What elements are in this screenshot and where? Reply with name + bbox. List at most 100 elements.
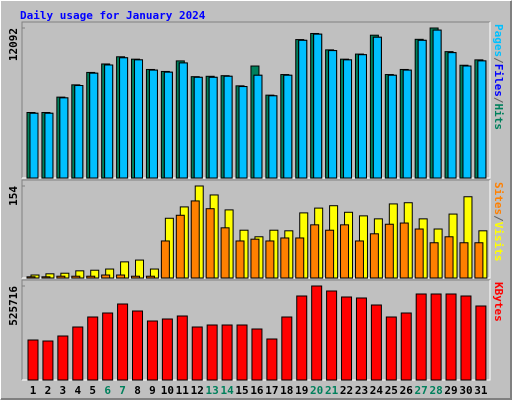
bar	[160, 240, 170, 279]
bar	[87, 316, 99, 381]
legend: Sites/Visits	[492, 182, 505, 262]
bar	[328, 50, 338, 179]
bar	[372, 36, 382, 179]
bar	[71, 275, 81, 279]
bar	[311, 285, 323, 381]
bar	[175, 214, 185, 279]
bar	[280, 237, 290, 279]
bar	[161, 318, 173, 381]
x-tick-label: 25	[385, 384, 398, 397]
legend-entry: KBytes	[492, 282, 505, 322]
bar	[462, 65, 472, 179]
bar	[59, 97, 69, 179]
bar	[460, 295, 472, 381]
panel-edge	[21, 21, 490, 178]
legend: KBytes	[492, 282, 505, 322]
bar	[296, 295, 308, 381]
chart-title: Daily usage for January 2024	[20, 9, 206, 22]
legend-entry: Sites	[492, 182, 505, 215]
bar	[116, 274, 126, 279]
legend-entry: Hits	[492, 104, 505, 131]
bar	[340, 224, 350, 279]
bar	[131, 275, 141, 279]
bar	[432, 29, 442, 179]
bar	[265, 240, 275, 279]
x-tick-label: 17	[265, 384, 278, 397]
x-tick-label: 28	[429, 384, 442, 397]
bar	[56, 275, 66, 279]
x-tick-label: 7	[119, 384, 126, 397]
x-tick-label: 3	[60, 384, 67, 397]
bar	[208, 76, 218, 179]
bar	[369, 233, 379, 279]
x-tick-label: 4	[74, 384, 81, 397]
x-tick-label: 8	[134, 384, 141, 397]
x-tick-label: 26	[400, 384, 414, 397]
bar	[459, 242, 469, 279]
bar	[295, 237, 305, 279]
bar	[402, 69, 412, 179]
x-tick-label: 24	[370, 384, 384, 397]
bar	[430, 293, 442, 381]
bar	[238, 86, 248, 179]
bar	[57, 335, 69, 381]
bar	[281, 316, 293, 381]
bar	[236, 324, 248, 381]
bar	[357, 54, 367, 179]
legend-entry: Files	[492, 64, 505, 97]
bar	[72, 326, 84, 381]
bar	[134, 59, 144, 179]
bar	[417, 39, 427, 179]
x-tick-label: 20	[310, 384, 323, 397]
bar	[235, 240, 245, 279]
bar	[429, 242, 439, 279]
panel-edge	[21, 279, 490, 380]
bar	[387, 74, 397, 179]
bar	[193, 76, 203, 179]
x-tick-label: 31	[474, 384, 488, 397]
bar	[44, 112, 54, 179]
x-tick-label: 22	[340, 384, 353, 397]
bar	[74, 85, 84, 179]
bar	[355, 297, 367, 381]
x-tick-label: 18	[280, 384, 293, 397]
bar	[341, 296, 353, 381]
legend: Pages/Files/Hits	[492, 24, 505, 130]
x-tick-label: 11	[176, 384, 190, 397]
bar	[474, 242, 484, 279]
x-tick-label: 30	[459, 384, 472, 397]
x-tick-label: 27	[415, 384, 428, 397]
legend-entry: Visits	[492, 222, 505, 262]
x-tick-label: 5	[89, 384, 96, 397]
bar	[135, 259, 145, 279]
bar	[313, 33, 323, 179]
bar	[354, 240, 364, 279]
x-tick-label: 12	[191, 384, 204, 397]
panel-edge	[21, 179, 490, 278]
bar	[445, 293, 457, 381]
bar	[268, 95, 278, 179]
bar	[326, 290, 338, 381]
bar	[414, 228, 424, 279]
bar	[26, 276, 36, 279]
bar	[298, 39, 308, 179]
x-tick-label: 13	[206, 384, 219, 397]
bar	[205, 208, 215, 279]
legend-separator: /	[492, 57, 505, 64]
bar	[477, 60, 487, 179]
bar	[206, 324, 218, 381]
bar	[310, 224, 320, 279]
x-tick-label: 15	[235, 384, 248, 397]
bar	[415, 293, 427, 381]
bar	[176, 315, 188, 381]
bar	[148, 69, 158, 179]
x-tick-label: 16	[250, 384, 264, 397]
bar	[102, 312, 114, 381]
y-tick-label: 12092	[7, 28, 20, 61]
bar	[343, 59, 353, 179]
bar	[283, 74, 293, 179]
bar	[447, 52, 457, 179]
bar	[27, 339, 39, 381]
bar	[221, 324, 233, 381]
